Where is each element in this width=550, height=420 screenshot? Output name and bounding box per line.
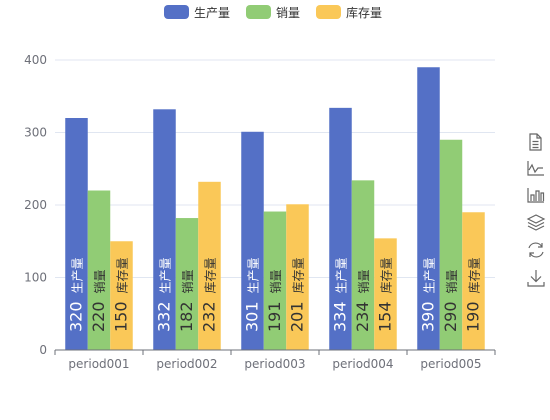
- y-tick-label: 100: [24, 271, 47, 285]
- legend-label: 库存量: [346, 5, 382, 20]
- x-axis: period001 period002 period003 period004 peri…: [54, 349, 496, 371]
- legend-item[interactable]: 库存量: [316, 5, 382, 20]
- legend[interactable]: 生产量 销量 库存量: [164, 5, 382, 20]
- bar-库存量-period001: [110, 241, 133, 350]
- bar-chart-icon[interactable]: [527, 188, 545, 203]
- y-axis-ticks: 0 100 200 300 400: [24, 53, 47, 357]
- bar-生产量-period005: [417, 67, 440, 350]
- bar-生产量-period004: [329, 107, 352, 350]
- bar-生产量-period003: [241, 131, 264, 350]
- y-tick-label: 300: [24, 126, 47, 140]
- bar-data-label: 334生产量: [331, 257, 350, 332]
- bar-生产量-period001: [65, 118, 88, 350]
- bar-data-label: 182销量: [177, 269, 196, 332]
- x-tick-label: period002: [156, 357, 217, 371]
- bar-data-label: 201库存量: [288, 257, 307, 332]
- x-tick-label: period005: [420, 357, 481, 371]
- toolbox[interactable]: [526, 133, 546, 287]
- bar-data-label: 150库存量: [112, 257, 131, 332]
- bar-data-label: 154库存量: [376, 257, 395, 332]
- x-tick-label: period001: [68, 357, 129, 371]
- bar-data-label: 320生产量: [67, 257, 86, 332]
- x-tick-label: period003: [244, 357, 305, 371]
- bar-data-label: 220销量: [89, 269, 108, 332]
- bar-销量-period002: [175, 218, 199, 350]
- save-image-icon[interactable]: [527, 270, 545, 287]
- bar-data-label: 191销量: [265, 269, 284, 332]
- bar-data-label: 390生产量: [419, 257, 438, 332]
- legend-label: 生产量: [194, 6, 230, 20]
- bar-销量-period001: [87, 190, 111, 350]
- bar-库存量-period003: [286, 204, 309, 350]
- bar-库存量-period002: [198, 181, 221, 350]
- legend-label: 销量: [276, 6, 300, 20]
- bar-销量-period005: [439, 139, 463, 350]
- bar-库存量-period005: [462, 212, 485, 350]
- x-tick-label: period004: [332, 357, 393, 371]
- y-tick-label: 200: [24, 198, 47, 212]
- y-tick-label: 400: [24, 53, 47, 67]
- bar-销量-period004: [351, 180, 375, 350]
- bar-data-label: 190库存量: [464, 257, 483, 332]
- y-tick-label: 0: [39, 343, 47, 357]
- bars: 320生产量 332生产量 301生产量 334生产量 390生产量 220销量 182销量…: [65, 67, 485, 350]
- bar-data-label: 301生产量: [243, 257, 262, 332]
- bar-生产量-period002: [153, 109, 176, 350]
- bar-销量-period003: [263, 211, 287, 350]
- bar-data-label: 332生产量: [155, 257, 174, 332]
- stack-icon[interactable]: [526, 214, 546, 231]
- legend-swatch: [316, 5, 341, 19]
- legend-item[interactable]: 销量: [246, 5, 300, 20]
- legend-item[interactable]: 生产量: [164, 5, 230, 20]
- bar-data-label: 234销量: [353, 269, 372, 332]
- line-chart-icon[interactable]: [527, 161, 544, 176]
- legend-swatch: [246, 5, 271, 19]
- bar-data-label: 232库存量: [200, 257, 219, 332]
- bar-data-label: 290销量: [441, 269, 460, 332]
- restore-icon[interactable]: [528, 242, 544, 258]
- data-view-icon[interactable]: [529, 133, 542, 151]
- legend-swatch: [164, 5, 189, 19]
- bar-库存量-period004: [374, 238, 397, 350]
